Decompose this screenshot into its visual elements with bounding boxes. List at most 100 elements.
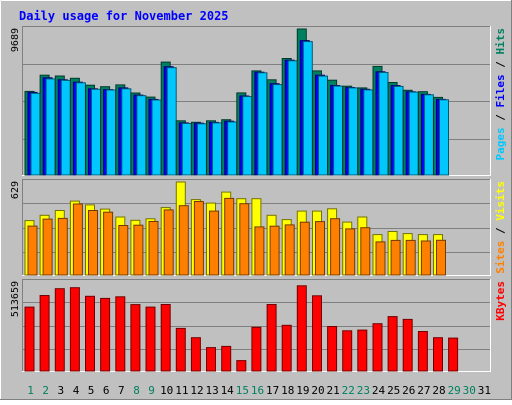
bar-sites-day-18 [284,224,295,276]
day-label-8: 8 [133,384,140,397]
day-label-18: 18 [281,384,294,397]
bar-kbytes-day-22 [342,330,353,372]
bar-pages-day-21 [333,85,344,176]
bar-sites-day-1 [27,225,38,276]
bar-sites-day-21 [330,218,341,276]
legend-item-kbytes: KBytes [494,281,507,321]
bar-pages-day-15 [242,96,253,176]
bar-kbytes-day-23 [357,329,368,372]
legend-separator: / [494,55,507,75]
bar-pages-day-1 [30,92,41,176]
bar-kbytes-day-26 [402,318,413,372]
bar-sites-day-13 [209,210,219,276]
day-label-24: 24 [372,384,386,397]
day-label-31: 31 [478,384,491,397]
bar-pages-day-6 [106,89,117,176]
chart-title: Daily usage for November 2025 [19,9,229,23]
day-label-25: 25 [387,384,400,397]
series-legend-visits: Sites / Visits [494,181,507,274]
series-legend-kbytes: KBytes [494,281,507,321]
day-label-2: 2 [42,384,49,397]
day-label-7: 7 [118,384,125,397]
day-label-12: 12 [190,384,203,397]
day-label-5: 5 [88,384,95,397]
bar-pages-day-4 [75,82,86,176]
bar-sites-day-25 [390,239,401,276]
x-axis-day-labels: 1 2 3 4 5 6 7 8 9 10 11 12 13 14 15 16 17 18 19 20 21 22 23 24 2… [27,384,491,397]
bar-kbytes-day-19 [296,285,307,372]
bar-kbytes-day-1 [24,306,35,372]
bar-pages-day-16 [257,72,268,176]
day-label-17: 17 [266,384,279,397]
day-label-16: 16 [251,384,264,397]
day-label-9: 9 [148,384,155,397]
legend-item-hits: Hits [494,28,507,55]
bar-sites-day-7 [118,225,129,276]
bar-sites-day-3 [57,217,68,276]
bar-sites-day-5 [88,210,98,276]
bar-kbytes-day-24 [372,323,383,372]
bar-kbytes-day-13 [206,347,216,372]
bar-sites-day-2 [42,218,53,276]
bar-pages-day-10 [166,67,177,176]
bar-kbytes-day-8 [130,304,141,372]
bar-sites-day-23 [360,227,371,276]
bar-kbytes-day-3 [54,288,65,372]
legend-item-sites: Sites [494,241,507,274]
bar-kbytes-day-14 [221,345,232,372]
chart-panels: 9689 Pages / Files / Hits 629 Sites / Visit… [10,26,507,372]
bar-sites-day-24 [375,241,386,276]
bar-pages-day-19 [302,41,313,176]
legend-separator: / [494,221,507,241]
legend-item-files: Files [494,74,507,107]
bar-kbytes-day-12 [190,337,201,372]
bar-pages-day-22 [348,87,359,176]
bar-sites-day-10 [163,209,174,276]
day-label-11: 11 [175,384,188,397]
bar-kbytes-day-10 [160,304,171,372]
bar-kbytes-day-15 [236,360,247,372]
day-label-6: 6 [103,384,110,397]
bar-sites-day-15 [239,203,250,276]
bar-pages-day-20 [318,75,328,176]
bar-sites-day-17 [269,225,280,276]
day-label-21: 21 [326,384,339,397]
bar-sites-day-26 [405,239,416,276]
bar-sites-day-27 [420,240,431,276]
bar-kbytes-day-27 [417,331,428,372]
day-label-27: 27 [417,384,430,397]
bar-pages-day-24 [378,72,389,176]
bar-kbytes-day-28 [433,337,443,372]
day-label-23: 23 [357,384,370,397]
bar-kbytes-day-4 [69,287,80,372]
day-label-28: 28 [432,384,445,397]
legend-item-pages: Pages [494,127,507,160]
bar-kbytes-day-5 [85,295,95,372]
bar-sites-day-14 [224,197,235,276]
bar-kbytes-day-7 [115,296,126,372]
bar-pages-day-14 [227,121,238,176]
bar-pages-day-17 [272,84,283,176]
bar-sites-day-11 [178,205,189,276]
bar-kbytes-day-2 [39,295,50,372]
day-label-1: 1 [27,384,34,397]
bar-kbytes-day-20 [312,295,322,372]
day-label-29: 29 [448,384,461,397]
bar-pages-day-2 [45,78,56,176]
bar-kbytes-day-17 [266,304,277,372]
day-label-19: 19 [296,384,309,397]
bar-pages-day-11 [181,123,192,176]
bar-sites-day-22 [345,228,356,276]
bar-pages-day-18 [287,60,298,176]
bar-sites-day-6 [103,211,114,276]
bar-pages-day-12 [196,123,207,176]
bar-sites-day-9 [148,221,159,276]
bar-sites-day-19 [299,221,310,276]
bar-pages-day-26 [408,91,419,176]
day-label-13: 13 [205,384,218,397]
bar-sites-day-20 [315,221,325,276]
y-max-label-visits: 629 [10,181,21,199]
y-max-label-kbytes: 513659 [10,281,21,317]
